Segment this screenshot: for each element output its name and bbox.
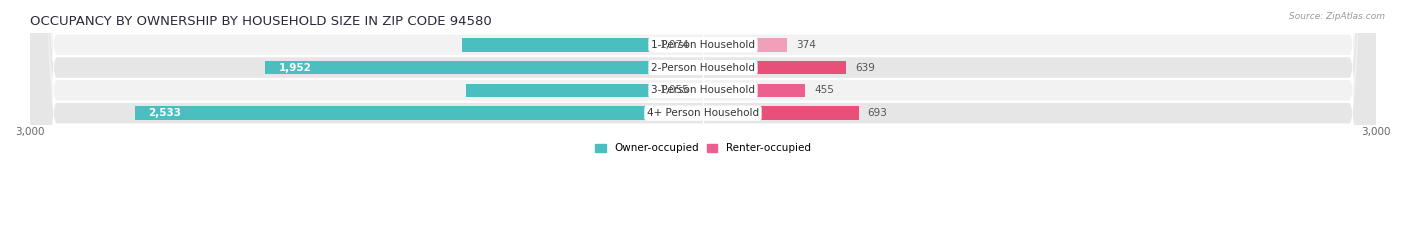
Text: 3-Person Household: 3-Person Household [651,85,755,95]
FancyBboxPatch shape [30,0,1376,233]
Text: 455: 455 [814,85,834,95]
Text: 374: 374 [796,40,815,50]
FancyBboxPatch shape [30,0,1376,233]
Bar [467,83,703,97]
Text: OCCUPANCY BY OWNERSHIP BY HOUSEHOLD SIZE IN ZIP CODE 94580: OCCUPANCY BY OWNERSHIP BY HOUSEHOLD SIZE… [30,15,492,28]
FancyBboxPatch shape [30,0,1376,233]
Text: 1,055: 1,055 [659,85,689,95]
Bar [463,38,703,51]
Text: 1,952: 1,952 [278,62,311,72]
Legend: Owner-occupied, Renter-occupied: Owner-occupied, Renter-occupied [591,139,815,158]
Text: Source: ZipAtlas.com: Source: ZipAtlas.com [1289,12,1385,21]
Text: 2,533: 2,533 [148,108,181,118]
Bar [703,106,859,120]
Text: 4+ Person Household: 4+ Person Household [647,108,759,118]
Bar [135,106,703,120]
Text: 2-Person Household: 2-Person Household [651,62,755,72]
Bar [264,61,703,74]
Text: 1,074: 1,074 [659,40,689,50]
Text: 1-Person Household: 1-Person Household [651,40,755,50]
Bar [703,38,787,51]
Text: 693: 693 [868,108,887,118]
FancyBboxPatch shape [30,0,1376,233]
Text: 639: 639 [855,62,876,72]
Bar [703,83,806,97]
Bar [703,61,846,74]
